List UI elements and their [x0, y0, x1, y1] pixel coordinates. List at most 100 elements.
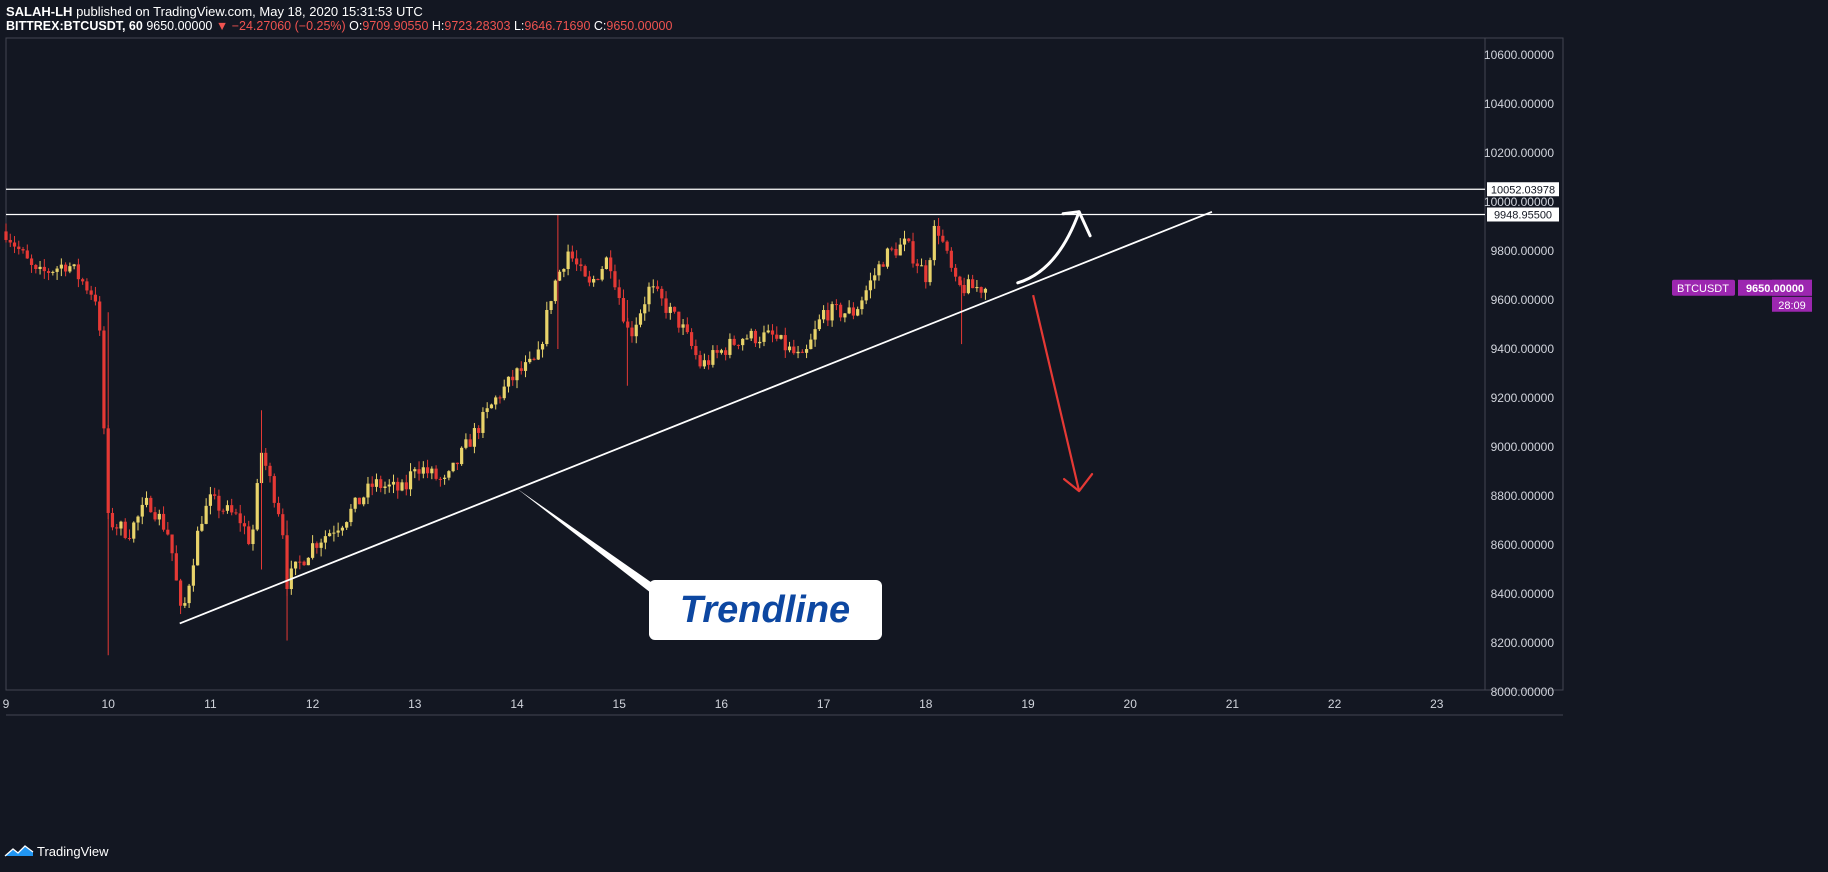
- candle-body: [55, 268, 59, 272]
- candle-body: [775, 334, 779, 339]
- y-tick-label: 8800.00000: [1491, 489, 1555, 503]
- candle-body: [962, 284, 966, 294]
- bullish-arrow-head: [1061, 210, 1092, 238]
- candle-body: [374, 479, 379, 487]
- candle-body: [570, 251, 574, 259]
- candle-body: [681, 324, 685, 328]
- candle-body: [711, 350, 715, 365]
- y-tick-label: 10400.00000: [1484, 97, 1554, 111]
- candle-body: [247, 526, 251, 545]
- resistance-label-box: [1487, 207, 1559, 222]
- candle-body: [655, 286, 660, 289]
- candle-body: [315, 543, 319, 548]
- x-tick-label: 16: [715, 697, 729, 711]
- candle-body: [549, 301, 553, 310]
- candle-body: [12, 242, 17, 247]
- candle-body: [907, 238, 911, 242]
- candle-body: [447, 471, 451, 478]
- countdown-tag: [1772, 296, 1812, 312]
- symbol-label[interactable]: BITTREX:BTCUSDT, 60: [6, 19, 143, 33]
- candle-body: [519, 368, 523, 371]
- candle-body: [532, 358, 536, 360]
- x-tick-label: 11: [204, 697, 217, 711]
- candle-body: [293, 561, 298, 569]
- candle-body: [272, 476, 276, 503]
- candle-body: [651, 286, 655, 288]
- candle-body: [954, 267, 958, 277]
- candle-body: [255, 483, 259, 530]
- candle-body: [29, 258, 34, 265]
- candle-body: [758, 341, 762, 344]
- y-tick-label: 9200.00000: [1491, 391, 1555, 405]
- candle-body: [349, 508, 353, 523]
- candle-body: [753, 330, 758, 344]
- candle-body: [702, 360, 706, 367]
- footer-brand[interactable]: TradingView: [4, 843, 109, 859]
- change-value: ▼ −24.27060 (−0.25%): [215, 19, 346, 33]
- y-tick-label: 9400.00000: [1491, 342, 1555, 356]
- candle-body: [8, 239, 12, 243]
- candle-body: [966, 279, 970, 294]
- candle-body: [85, 281, 89, 291]
- candle-body: [183, 603, 187, 606]
- candle-body: [698, 355, 702, 367]
- candle-body: [817, 319, 821, 330]
- candle-body: [592, 279, 596, 283]
- candle-body: [157, 513, 161, 520]
- candle-body: [400, 482, 404, 491]
- candle-body: [119, 521, 123, 529]
- candle-body: [719, 350, 723, 353]
- x-tick-label: 13: [408, 697, 422, 711]
- candle-body: [856, 309, 860, 316]
- trendline: [179, 210, 1213, 625]
- bearish-arrow: [1032, 294, 1081, 492]
- candle-body: [975, 287, 979, 289]
- publisher-name[interactable]: SALAH-LH: [6, 4, 73, 19]
- candle-body: [851, 307, 856, 316]
- candle-body: [153, 512, 157, 520]
- candle-body: [732, 338, 736, 345]
- candle-body: [251, 529, 255, 545]
- candle-body: [336, 530, 340, 533]
- candle-body: [958, 276, 962, 285]
- candle-body: [694, 345, 698, 356]
- candle-body: [59, 264, 63, 269]
- candle-body: [208, 494, 212, 506]
- candle-body: [298, 561, 302, 563]
- candle-body: [724, 350, 728, 355]
- callout-pointer: [517, 488, 660, 600]
- price-tag-body: [1738, 279, 1812, 296]
- y-tick-label: 9000.00000: [1491, 440, 1555, 454]
- candle-body: [630, 327, 634, 337]
- candle-body: [357, 497, 362, 505]
- candle-body: [306, 557, 310, 566]
- candle-body: [42, 266, 46, 272]
- candle-body: [596, 279, 600, 281]
- resistance-label: 10052.03978: [1491, 184, 1555, 196]
- candle-body: [489, 404, 494, 409]
- candle-body: [72, 264, 76, 267]
- candle-body: [617, 287, 621, 299]
- ohlc-bar: BITTREX:BTCUSDT, 60 9650.00000 ▼ −24.270…: [6, 19, 672, 34]
- candle-body: [281, 514, 285, 536]
- callout-box: [649, 580, 882, 640]
- candle-body: [430, 468, 434, 474]
- candle-body: [149, 497, 153, 513]
- symbol-tag-label: BTCUSDT: [1677, 283, 1729, 295]
- x-tick-label: 12: [306, 697, 320, 711]
- candle-body: [983, 288, 988, 293]
- candle-body: [502, 386, 506, 399]
- candle-body: [127, 537, 132, 539]
- low-value: 9646.71690: [524, 19, 591, 33]
- candle-body: [830, 304, 834, 321]
- candle-body: [93, 294, 98, 302]
- candle-body: [536, 349, 540, 360]
- candle-body: [21, 249, 25, 251]
- candle-body: [873, 275, 877, 281]
- candle-body: [221, 510, 225, 512]
- candle-body: [370, 483, 374, 487]
- candle-body: [144, 497, 149, 505]
- candle-body: [843, 313, 847, 318]
- candle-body: [451, 462, 455, 472]
